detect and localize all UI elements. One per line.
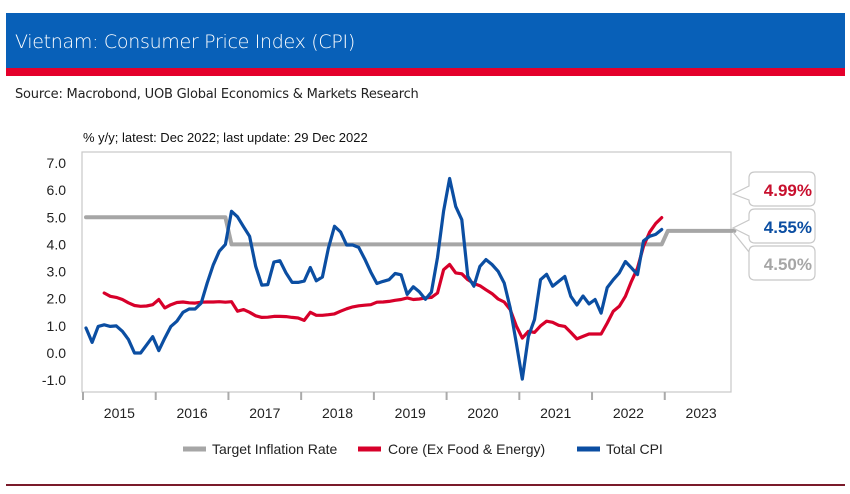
legend-label: Total CPI: [606, 441, 663, 457]
latest-value-callout: [732, 231, 816, 281]
x-tick-label: 2015: [104, 405, 135, 421]
footer-divider: [6, 484, 845, 486]
series-line-core-ex-food-energy-: [102, 216, 664, 341]
x-tick-label: 2016: [177, 405, 208, 421]
legend-label: Target Inflation Rate: [212, 441, 338, 457]
header-bar: [6, 13, 845, 68]
latest-value-label: 4.99%: [764, 181, 812, 200]
y-tick-label: 1.0: [47, 318, 67, 334]
x-tick-label: 2023: [686, 405, 717, 421]
y-tick-label: 2.0: [47, 291, 67, 307]
y-tick-label: 0.0: [47, 345, 67, 361]
y-tick-label: 7.0: [47, 155, 67, 171]
y-tick-label: 3.0: [47, 264, 67, 280]
latest-value-callout: [731, 171, 816, 207]
header-accent-stripe: [6, 68, 845, 76]
y-tick-label: 5.0: [47, 209, 67, 225]
series-line-total-cpi: [84, 176, 664, 381]
y-tick-label: 4.0: [47, 236, 67, 252]
chart-subtitle: % y/y; latest: Dec 2022; last update: 29…: [83, 130, 368, 145]
latest-value-label: 4.50%: [764, 255, 812, 274]
source-note: Source: Macrobond, UOB Global Economics …: [15, 87, 419, 102]
y-tick-label: -1.0: [42, 372, 66, 388]
x-tick-label: 2017: [249, 405, 280, 421]
x-tick-label: 2022: [613, 405, 644, 421]
x-tick-label: 2021: [540, 405, 571, 421]
series-line-target-inflation-rate: [84, 215, 737, 247]
x-tick-label: 2020: [467, 405, 498, 421]
y-tick-label: 6.0: [47, 182, 67, 198]
latest-value-callout: [731, 208, 816, 244]
x-tick-label: 2018: [322, 405, 353, 421]
plot-area: [81, 151, 732, 393]
chart-title: Vietnam: Consumer Price Index (CPI): [15, 31, 355, 53]
latest-value-label: 4.55%: [764, 218, 812, 237]
x-tick-label: 2019: [395, 405, 426, 421]
legend-label: Core (Ex Food & Energy): [388, 441, 545, 457]
